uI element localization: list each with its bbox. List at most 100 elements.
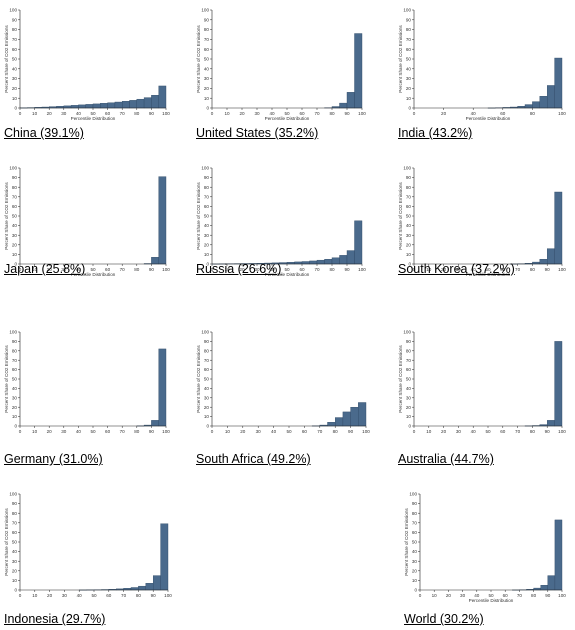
y-tick-label: 90 <box>406 339 412 344</box>
x-tick-label: 50 <box>485 267 491 272</box>
chart-caption: South Africa (49.2%) <box>196 452 311 466</box>
y-tick-label: 10 <box>204 96 210 101</box>
x-tick-label: 80 <box>333 429 339 434</box>
y-tick-label: 80 <box>12 511 18 516</box>
y-tick-label: 100 <box>9 330 17 335</box>
x-tick-label: 10 <box>426 429 432 434</box>
y-tick-label: 40 <box>12 549 18 554</box>
x-tick-label: 0 <box>413 111 416 116</box>
chart-caption: United States (35.2%) <box>196 126 319 140</box>
bar <box>145 583 154 591</box>
x-tick-label: 20 <box>441 111 447 116</box>
x-tick-label: 20 <box>441 429 447 434</box>
y-tick-label: 60 <box>12 204 18 209</box>
x-tick-label: 30 <box>61 429 67 434</box>
y-tick-label: 10 <box>12 578 18 583</box>
bar <box>138 585 146 591</box>
bar <box>324 258 333 265</box>
chart-caption: World (30.2%) <box>404 612 484 626</box>
y-tick-label: 90 <box>406 17 412 22</box>
x-tick-label: 20 <box>47 111 53 116</box>
x-tick-label: 50 <box>485 429 491 434</box>
x-tick-label: 80 <box>329 267 335 272</box>
bar <box>354 220 363 265</box>
y-tick-label: 60 <box>12 47 18 52</box>
bar <box>554 519 563 591</box>
x-tick-label: 60 <box>105 429 111 434</box>
y-tick-label: 60 <box>12 530 18 535</box>
x-tick-label: 0 <box>19 111 22 116</box>
x-tick-label: 10 <box>224 111 230 116</box>
bar <box>350 406 359 427</box>
x-tick-label: 80 <box>134 111 140 116</box>
y-tick-label: 40 <box>406 66 412 71</box>
x-tick-label: 20 <box>47 429 53 434</box>
y-tick-label: 70 <box>406 358 412 363</box>
bar <box>151 420 159 427</box>
chart-panel-indonesia: 0 10 20 30 40 50 60 70 80 90 100 0 10 20 30 40 50 60 70 80 9… <box>4 488 174 628</box>
y-tick-label: 40 <box>12 223 18 228</box>
y-tick-label: 10 <box>204 414 210 419</box>
x-tick-label: 80 <box>134 429 140 434</box>
chart-germany: 0 10 20 30 40 50 60 70 80 90 100 0 10 20 30 40 50 60 70 80 9… <box>4 330 170 434</box>
bar <box>327 422 336 427</box>
y-tick-label: 90 <box>204 17 210 22</box>
x-tick-label: 90 <box>149 111 155 116</box>
y-tick-label: 90 <box>12 501 18 506</box>
x-tick-label: 10 <box>32 111 38 116</box>
bar <box>158 348 167 427</box>
y-tick-label: 70 <box>406 194 412 199</box>
x-tick-label: 50 <box>90 111 96 116</box>
y-tick-label: 90 <box>204 175 210 180</box>
chart-panel-south-africa: 0 10 20 30 40 50 60 70 80 90 100 0 10 20 30 40 50 60 70 80 9… <box>196 326 372 468</box>
y-tick-label: 50 <box>204 214 210 219</box>
y-tick-label: 100 <box>403 330 411 335</box>
x-tick-label: 10 <box>32 593 38 598</box>
x-tick-label: 0 <box>419 593 422 598</box>
y-tick-label: 70 <box>412 520 418 525</box>
y-tick-label: 50 <box>204 57 210 62</box>
x-tick-label: 0 <box>413 429 416 434</box>
x-tick-label: 30 <box>456 267 462 272</box>
bar <box>546 420 555 427</box>
y-tick-label: 10 <box>406 414 412 419</box>
x-tick-label: 30 <box>256 429 262 434</box>
y-tick-label: 50 <box>406 57 412 62</box>
y-tick-label: 80 <box>406 185 412 190</box>
chart-united-states: 0 10 20 30 40 50 60 70 80 90 100 0 10 20 30 40 50 60 70 80 9… <box>196 8 366 121</box>
bar <box>546 248 555 265</box>
x-tick-label: 10 <box>32 267 38 272</box>
y-tick-label: 70 <box>12 358 18 363</box>
x-axis-label: Percentile Distribution <box>466 116 511 121</box>
y-tick-label: 10 <box>412 578 418 583</box>
x-tick-label: 30 <box>460 593 466 598</box>
x-tick-label: 100 <box>558 111 566 116</box>
x-tick-label: 30 <box>456 429 462 434</box>
x-tick-label: 100 <box>558 429 566 434</box>
chart-caption: South Korea (37.2%) <box>398 262 515 276</box>
y-tick-label: 60 <box>406 367 412 372</box>
y-tick-label: 0 <box>14 424 17 429</box>
y-tick-label: 10 <box>12 252 18 257</box>
bar <box>92 103 101 109</box>
x-tick-label: 50 <box>91 593 97 598</box>
x-tick-label: 60 <box>299 111 305 116</box>
x-tick-label: 90 <box>149 267 155 272</box>
x-tick-label: 70 <box>120 429 126 434</box>
chart-caption: China (39.1%) <box>4 126 84 140</box>
y-tick-label: 10 <box>204 252 210 257</box>
y-tick-label: 10 <box>12 414 18 419</box>
y-tick-label: 60 <box>406 204 412 209</box>
bar <box>339 255 348 265</box>
y-tick-label: 40 <box>406 223 412 228</box>
x-tick-label: 100 <box>558 593 566 598</box>
y-tick-label: 60 <box>12 367 18 372</box>
bar <box>160 523 169 591</box>
y-tick-label: 100 <box>409 492 417 497</box>
bar <box>339 102 348 109</box>
y-tick-label: 20 <box>406 86 412 91</box>
y-axis-label: Percent Share of CO2 Emissions <box>4 182 9 250</box>
bar <box>151 257 159 265</box>
y-tick-label: 40 <box>204 223 210 228</box>
y-tick-label: 60 <box>406 47 412 52</box>
